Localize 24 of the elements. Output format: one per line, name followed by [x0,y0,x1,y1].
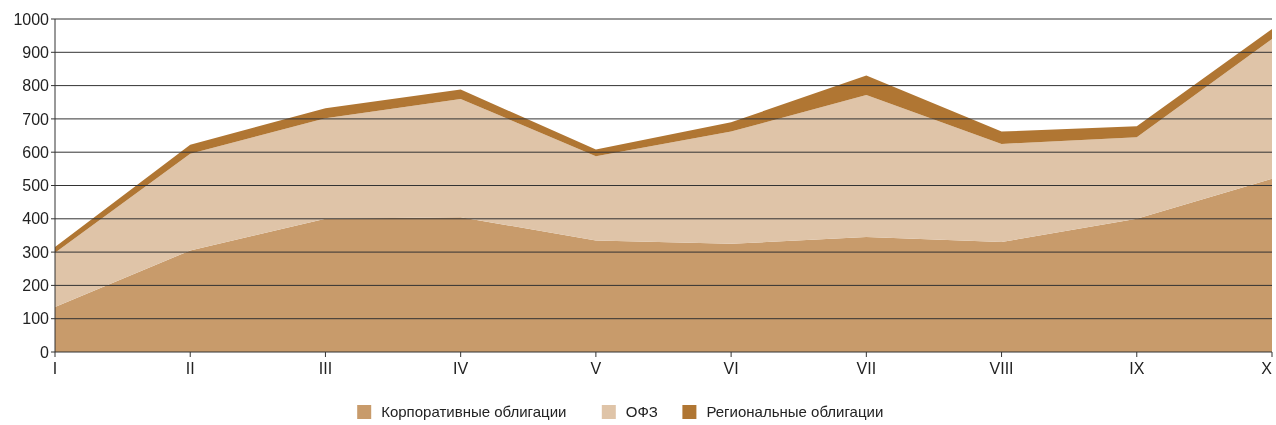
legend-label: Корпоративные облигации [381,403,567,421]
x-tick-label: VII [856,360,877,377]
x-tick-label: VIII [989,360,1014,377]
y-tick-label: 1000 [13,10,50,28]
x-tick-label: IX [1129,360,1145,377]
y-tick-label: 200 [22,277,50,294]
x-tick-label: V [590,360,602,377]
y-tick-label: 400 [22,210,50,228]
y-tick-label: 500 [22,177,50,195]
legend-label: Региональные облигации [706,403,884,421]
x-tick-label: I [52,360,58,377]
legend-label: ОФЗ [625,403,658,421]
x-tick-label: III [318,360,333,377]
x-tick-label: VI [723,360,739,377]
x-tick-label: X [1261,360,1273,377]
x-tick-label: II [185,360,195,377]
y-tick-label: 600 [22,143,50,161]
y-tick-label: 100 [22,310,50,328]
y-tick-label: 900 [22,43,50,61]
y-tick-label: 700 [22,110,50,128]
y-tick-label: 0 [40,343,50,361]
x-tick-label: IV [453,360,469,377]
y-tick-label: 300 [22,243,50,261]
y-tick-label: 800 [22,77,50,95]
